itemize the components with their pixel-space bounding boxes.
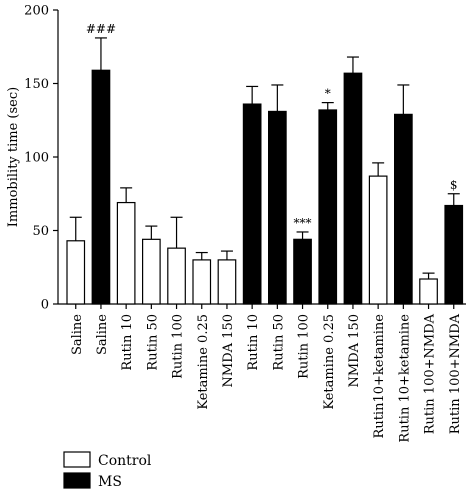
legend-swatch-ms xyxy=(63,472,91,489)
significance-label: *** xyxy=(294,216,312,230)
y-tick-label: 100 xyxy=(24,151,49,166)
x-category-label: Saline xyxy=(70,314,85,355)
bar xyxy=(268,110,287,305)
bar xyxy=(419,278,438,305)
x-axis-labels: Saline Saline Rutin 10 Rutin 50 Rutin 100 Ket… xyxy=(70,313,463,442)
bar xyxy=(142,238,161,305)
legend-label-ms: MS xyxy=(98,474,122,490)
y-axis-title: Immobility time (sec) xyxy=(6,87,21,227)
x-category-label: Ketamine 0.25 xyxy=(196,314,211,410)
bar xyxy=(192,259,212,305)
y-tick-label: 200 xyxy=(24,4,49,19)
bar xyxy=(394,113,413,305)
x-category-label: Rutin 50 xyxy=(145,314,160,371)
chart-legend: Control MS xyxy=(63,451,152,490)
y-tick-label: 50 xyxy=(32,224,49,239)
x-category-label: Rutin 10 xyxy=(120,314,135,371)
y-tick-label: 0 xyxy=(41,298,49,313)
x-category-label: Saline xyxy=(95,314,110,355)
significance-label: $ xyxy=(450,178,458,192)
x-category-label: Ketamine 0.25 xyxy=(322,314,337,410)
bar xyxy=(343,72,363,305)
x-category-label: Rutin 50 xyxy=(271,314,286,371)
bar xyxy=(318,109,338,305)
chart-bars: ###****$ xyxy=(66,22,464,305)
x-category-label: Rutin 10 xyxy=(246,314,261,371)
x-category-label: Rutin 100 xyxy=(171,314,186,379)
bar xyxy=(293,238,312,305)
bar xyxy=(217,259,237,305)
x-category-label: NMDA 150 xyxy=(347,314,362,387)
bar xyxy=(91,69,111,305)
chart-axes: 0 50 100 150 200 Immobility time (sec) xyxy=(6,4,466,313)
significance-label: * xyxy=(325,87,331,101)
bar xyxy=(242,103,262,305)
significance-label: ### xyxy=(86,22,116,36)
bar xyxy=(116,201,136,305)
y-tick-label: 150 xyxy=(24,77,49,92)
bar xyxy=(368,175,388,305)
x-category-label: Rutin 10+ketamine xyxy=(397,314,412,443)
bar xyxy=(66,240,86,305)
x-category-label: Rutin 100 xyxy=(297,314,312,379)
legend-swatch-control xyxy=(63,451,91,468)
x-category-label: Rutin 100+NMDA xyxy=(423,313,438,434)
x-category-label: Rutin10+ketamine xyxy=(372,314,387,439)
x-category-label: Rutin 100+NMDA xyxy=(448,313,463,434)
bar xyxy=(444,204,464,305)
x-category-label: NMDA 150 xyxy=(221,314,236,387)
bar xyxy=(167,247,186,305)
legend-label-control: Control xyxy=(98,453,152,469)
